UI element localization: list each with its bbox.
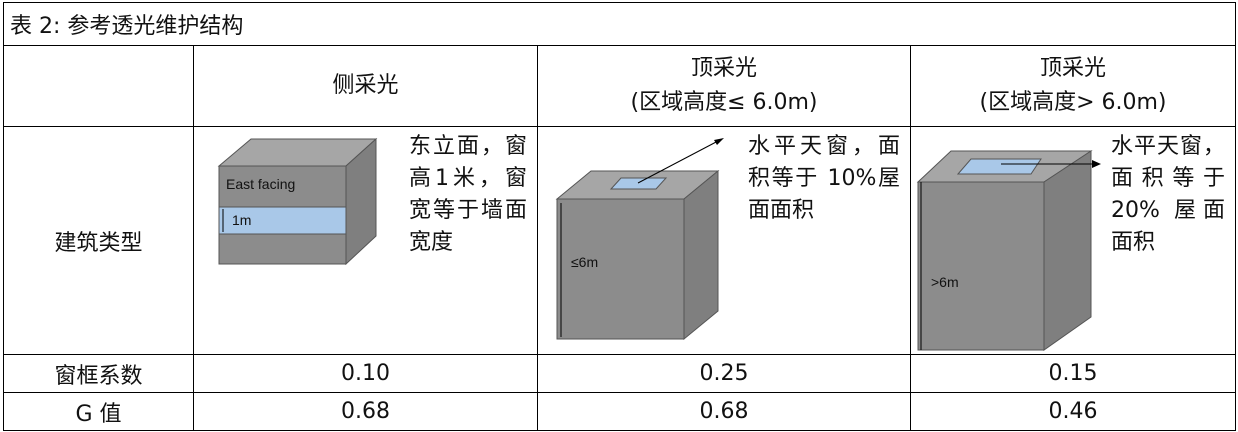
header-line: (区域高度> 6.0m) bbox=[979, 90, 1167, 115]
header-cell: 顶采光 (区域高度> 6.0m) bbox=[909, 45, 1237, 127]
row-label: 建筑类型 bbox=[3, 126, 194, 355]
cell: 0.46 bbox=[909, 392, 1237, 431]
header-row: 侧采光 顶采光 (区域高度≤ 6.0m) 顶采光 (区域高度> 6.0m) bbox=[3, 45, 1237, 127]
side-light-figure: East facing 1m bbox=[217, 137, 378, 266]
header-cell: 顶采光 (区域高度≤ 6.0m) bbox=[537, 45, 911, 127]
figure-label: >6m bbox=[931, 274, 959, 290]
header-line: 顶采光 bbox=[690, 56, 757, 81]
row-label: 窗框系数 bbox=[3, 354, 194, 393]
header-line: 侧采光 bbox=[332, 73, 399, 98]
header-empty bbox=[3, 45, 194, 127]
header-line: 顶采光 bbox=[1040, 56, 1107, 81]
description: 水平天窗，面积等于 20% 屋面面积 bbox=[1111, 134, 1226, 255]
figure-label: ≤6m bbox=[571, 254, 598, 270]
header-line: (区域高度≤ 6.0m) bbox=[630, 90, 818, 115]
top-light-low-figure: ≤6m bbox=[555, 138, 724, 341]
cell: 0.68 bbox=[537, 392, 911, 431]
data-row: 窗框系数 0.10 0.25 0.15 bbox=[3, 354, 1237, 393]
description: 水平天窗，面积等于 10%屋面面积 bbox=[748, 134, 900, 223]
image-cell: ≤6m 水平天窗，面积等于 10%屋面面积 bbox=[537, 126, 911, 355]
data-row: G 值 0.68 0.68 0.46 bbox=[3, 392, 1237, 431]
figure-label: East facing bbox=[226, 176, 295, 192]
row-label: G 值 bbox=[3, 392, 194, 431]
top-light-high-figure: >6m bbox=[916, 150, 1101, 351]
title-row: 表 2: 参考透光维护结构 bbox=[2, 2, 1237, 46]
description: 东立面，窗高1米，窗宽等于墙面宽度 bbox=[409, 134, 527, 255]
cell: 0.68 bbox=[193, 392, 538, 431]
header-cell: 侧采光 bbox=[193, 45, 538, 127]
cell: 0.25 bbox=[537, 354, 911, 393]
figure-label: 1m bbox=[232, 212, 251, 228]
cell: 0.15 bbox=[909, 354, 1237, 393]
image-cell: East facing 1m 东立面，窗高1米，窗宽等于墙面宽度 bbox=[193, 126, 538, 355]
cell: 0.10 bbox=[193, 354, 538, 393]
image-cell: >6m 水平天窗，面积等于 20% 屋面面积 bbox=[909, 126, 1237, 355]
type-row: 建筑类型 East facing 1m 东立面，窗高1米，窗宽等于墙面宽度 bbox=[3, 126, 1237, 355]
table-title: 表 2: 参考透光维护结构 bbox=[2, 2, 1237, 46]
